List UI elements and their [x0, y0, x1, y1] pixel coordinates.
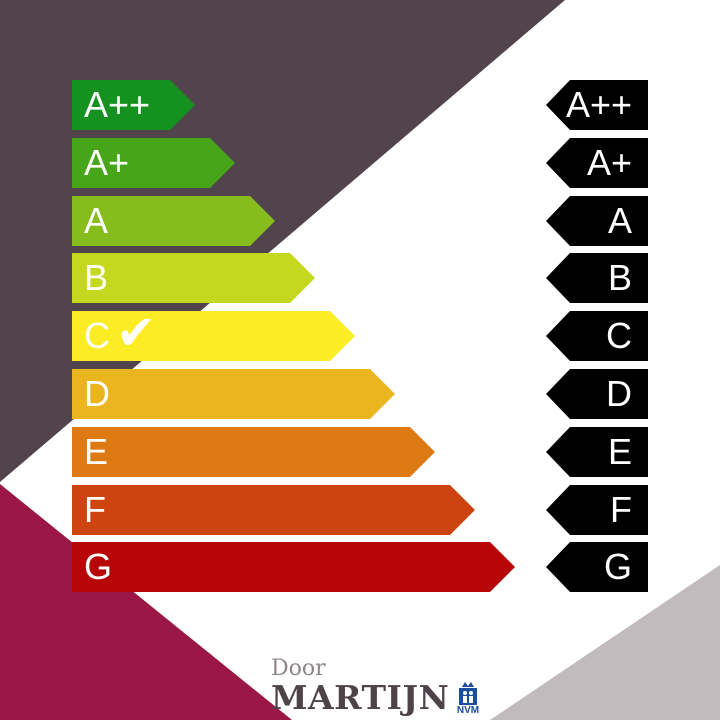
energy-bar-label: E [84, 430, 109, 472]
energy-bar-shape [72, 484, 475, 535]
indicator-arrow-app: A++ [546, 80, 648, 130]
energy-bar-shape [72, 311, 355, 362]
energy-bar-label: F [84, 488, 106, 530]
energy-bar-c: C ✔ [72, 307, 355, 362]
energy-bar-shape [72, 369, 395, 419]
energy-bar-label: A [84, 199, 109, 241]
indicator-arrow-label: A++ [565, 84, 632, 125]
energy-bar-ap: A+ [72, 137, 235, 188]
energy-bar-f: F [72, 484, 475, 535]
indicator-arrow-shape [546, 137, 648, 188]
indicator-arrow-label: C [606, 315, 632, 357]
nvm-badge-text: NVM [456, 705, 480, 716]
indicator-arrow-shape [546, 369, 648, 419]
energy-bar-shape [72, 80, 195, 130]
indicator-arrow-label: D [606, 373, 632, 414]
indicator-arrow-label: A [607, 199, 632, 241]
indicator-arrow-e: E [546, 426, 648, 477]
energy-bar-label: G [84, 546, 113, 588]
indicator-arrow-shape [546, 253, 648, 304]
indicator-arrow-shape [546, 542, 648, 593]
energy-bar-label: D [84, 373, 110, 414]
indicator-arrow-g: G [546, 542, 648, 593]
indicator-arrow-label: A+ [586, 141, 632, 183]
indicator-arrow-label: F [610, 488, 632, 530]
energy-bar-shape [72, 426, 435, 477]
indicator-arrow-label: B [607, 257, 632, 299]
energy-bar-label: A++ [84, 84, 151, 125]
logo-door-text: Door [271, 656, 326, 681]
indicator-arrow-label: E [607, 430, 632, 472]
energy-bar-e: E [72, 426, 435, 477]
energy-bar-app: A++ [72, 80, 195, 130]
energy-bar-shape [72, 542, 515, 593]
indicator-arrow-shape [546, 311, 648, 362]
indicator-arrow-ap: A+ [546, 137, 648, 188]
indicator-arrow-c: C [546, 311, 648, 362]
indicator-arrow-shape [546, 80, 648, 130]
energy-bar-shape [72, 253, 315, 304]
indicator-arrow-shape [546, 195, 648, 246]
energy-bar-label: A+ [84, 141, 130, 183]
indicator-arrow-label: G [603, 546, 632, 588]
indicator-arrow-shape [546, 484, 648, 535]
energy-bar-b: B [72, 253, 315, 304]
energy-bar-d: D [72, 369, 395, 419]
indicator-arrow-b: B [546, 253, 648, 304]
nvm-badge-icon [459, 682, 477, 705]
checkmark-icon: ✔ [116, 307, 157, 361]
logo-name-text: MARTIJN [271, 678, 450, 717]
energy-bar-g: G [72, 542, 515, 593]
indicator-arrow-shape [546, 426, 648, 477]
background-gray-region [490, 565, 720, 720]
indicator-arrow-d: D [546, 369, 648, 419]
energy-bar-a: A [72, 195, 275, 246]
indicator-arrow-a: A [546, 195, 648, 246]
energy-bar-shape [72, 195, 275, 246]
energy-bar-label: B [84, 257, 109, 299]
indicator-arrow-f: F [546, 484, 648, 535]
logo: Door MARTIJN NVM [271, 656, 501, 720]
energy-bar-shape [72, 137, 235, 188]
energy-bar-label: C [84, 315, 110, 357]
